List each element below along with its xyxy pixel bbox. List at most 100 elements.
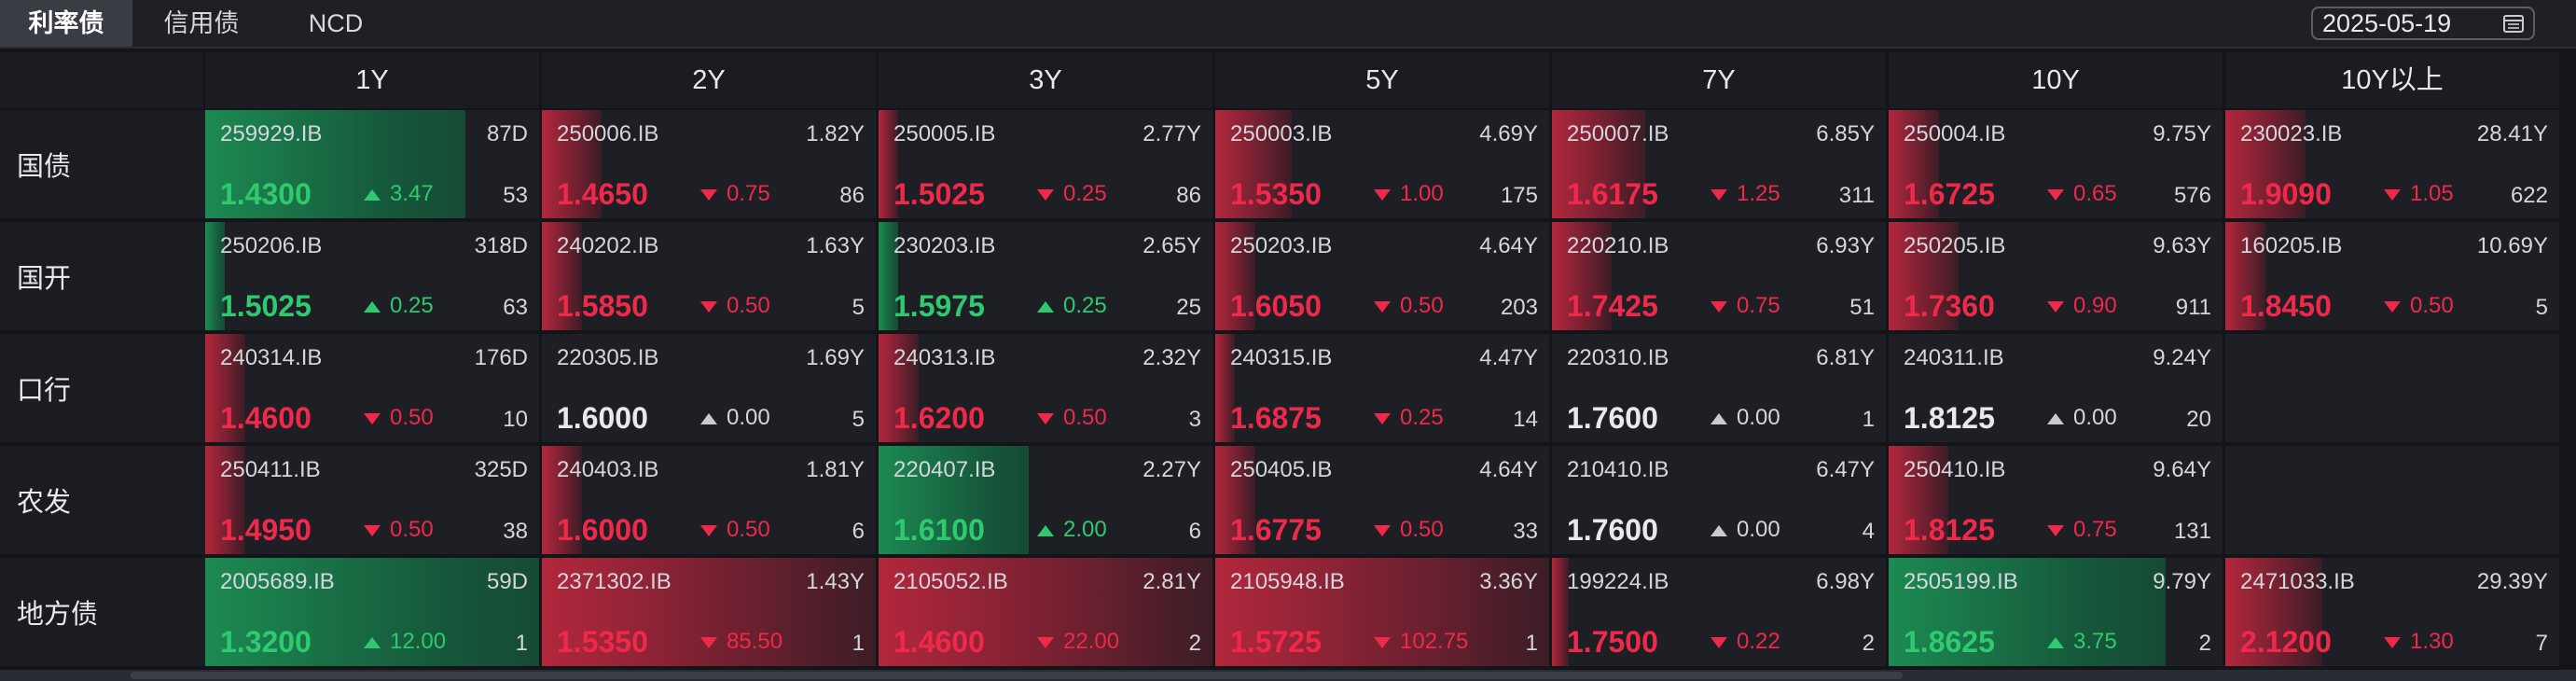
- bond-cell[interactable]: 250006.IB 1.82Y 1.4650 0.75 86: [542, 110, 876, 218]
- yield-change: 0.00: [1710, 517, 1813, 543]
- change-bp: 0.25: [1063, 181, 1107, 206]
- tab-rates-bonds[interactable]: 利率债: [0, 0, 132, 47]
- remaining-tenor: 6.47Y: [1816, 457, 1875, 482]
- remaining-tenor: 176D: [474, 345, 528, 370]
- bond-cell[interactable]: 240311.IB 9.24Y 1.8125 0.00 20: [1889, 334, 2223, 442]
- change-bp: 0.50: [2410, 293, 2454, 318]
- bond-cell[interactable]: 2371302.IB 1.43Y 1.5350 85.50 1: [542, 558, 876, 666]
- bond-cell[interactable]: 240403.IB 1.81Y 1.6000 0.50 6: [542, 446, 876, 554]
- yield-change: 0.00: [2047, 405, 2150, 431]
- bond-cell[interactable]: 220210.IB 6.93Y 1.7425 0.75 51: [1552, 222, 1886, 330]
- yield-change: 22.00: [1037, 629, 1140, 655]
- yield-change: 1.25: [1710, 181, 1813, 207]
- bond-cell[interactable]: 250005.IB 2.77Y 1.5025 0.25 86: [879, 110, 1212, 218]
- trade-count: 576: [2173, 183, 2211, 208]
- yield-change: 0.50: [1374, 517, 1476, 543]
- bond-cell[interactable]: 250205.IB 9.63Y 1.7360 0.90 911: [1889, 222, 2223, 330]
- change-heat-bar: [879, 222, 898, 330]
- row-header: 地方债: [0, 558, 205, 666]
- bond-cell[interactable]: 250410.IB 9.64Y 1.8125 0.75 131: [1889, 446, 2223, 554]
- trade-count: 1: [852, 631, 865, 656]
- yield-value: 1.6775: [1230, 513, 1322, 547]
- tab-ncd[interactable]: NCD: [308, 9, 364, 37]
- change-heat-bar: [542, 558, 876, 666]
- date-picker[interactable]: 2025-05-19: [2311, 7, 2535, 40]
- yield-value: 1.6000: [557, 401, 648, 435]
- yield-change: 1.00: [1374, 181, 1476, 207]
- change-bp: 0.65: [2073, 181, 2117, 206]
- change-heat-bar: [1889, 446, 1948, 554]
- bond-code: 230023.IB: [2240, 121, 2343, 146]
- bond-cell[interactable]: 250405.IB 4.64Y 1.6775 0.50 33: [1215, 446, 1549, 554]
- bond-cell[interactable]: 160205.IB 10.69Y 1.8450 0.50 5: [2225, 222, 2559, 330]
- bond-code: 220407.IB: [893, 457, 996, 482]
- bond-cell[interactable]: 250007.IB 6.85Y 1.6175 1.25 311: [1552, 110, 1886, 218]
- bond-cell[interactable]: 250203.IB 4.64Y 1.6050 0.50 203: [1215, 222, 1549, 330]
- bond-code: 210410.IB: [1567, 457, 1669, 482]
- arrow-down-icon: [1374, 300, 1391, 313]
- scrollbar-thumb[interactable]: [131, 672, 1903, 679]
- arrow-down-icon: [1037, 636, 1054, 648]
- trade-count: 51: [1849, 295, 1875, 320]
- bond-cell[interactable]: 240202.IB 1.63Y 1.5850 0.50 5: [542, 222, 876, 330]
- bond-code: 2105948.IB: [1230, 569, 1345, 594]
- bond-code: 250003.IB: [1230, 121, 1333, 146]
- remaining-tenor: 6.85Y: [1816, 121, 1875, 146]
- change-heat-bar: [1552, 110, 1645, 218]
- bond-cell[interactable]: 2105948.IB 3.36Y 1.5725 102.75 1: [1215, 558, 1549, 666]
- arrow-down-icon: [2384, 300, 2401, 313]
- bond-cell[interactable]: 250003.IB 4.69Y 1.5350 1.00 175: [1215, 110, 1549, 218]
- yield-change: 0.25: [1037, 293, 1140, 319]
- bond-cell[interactable]: 199224.IB 6.98Y 1.7500 0.22 2: [1552, 558, 1886, 666]
- bond-cell[interactable]: 220305.IB 1.69Y 1.6000 0.00 5: [542, 334, 876, 442]
- yield-change: 0.50: [700, 293, 803, 319]
- bond-cell[interactable]: 220407.IB 2.27Y 1.6100 2.00 6: [879, 446, 1212, 554]
- bond-cell[interactable]: 240314.IB 176D 1.4600 0.50 10: [205, 334, 539, 442]
- bond-cell[interactable]: 2105052.IB 2.81Y 1.4600 22.00 2: [879, 558, 1212, 666]
- yield-change: 0.50: [700, 517, 803, 543]
- arrow-down-icon: [1374, 412, 1391, 424]
- bond-cell[interactable]: 240313.IB 2.32Y 1.6200 0.50 3: [879, 334, 1212, 442]
- bond-cell[interactable]: 250411.IB 325D 1.4950 0.50 38: [205, 446, 539, 554]
- bond-cell[interactable]: 230023.IB 28.41Y 1.9090 1.05 622: [2225, 110, 2559, 218]
- remaining-tenor: 29.39Y: [2476, 569, 2548, 594]
- change-bp: 1.05: [2410, 181, 2454, 206]
- change-bp: 1.30: [2410, 629, 2454, 654]
- bond-cell[interactable]: 250206.IB 318D 1.5025 0.25 63: [205, 222, 539, 330]
- calendar-icon[interactable]: [2503, 14, 2524, 33]
- bond-cell[interactable]: 230203.IB 2.65Y 1.5975 0.25 25: [879, 222, 1212, 330]
- trade-count: 25: [1176, 295, 1201, 320]
- change-bp: 0.50: [1063, 405, 1107, 430]
- date-value: 2025-05-19: [2322, 9, 2452, 37]
- bond-code: 250004.IB: [1904, 121, 2006, 146]
- trade-count: 63: [503, 295, 528, 320]
- arrow-down-icon: [2384, 188, 2401, 201]
- change-bp: 0.00: [727, 405, 770, 430]
- arrow-up-icon: [364, 300, 381, 313]
- bond-cell[interactable]: 250004.IB 9.75Y 1.6725 0.65 576: [1889, 110, 2223, 218]
- bond-cell[interactable]: 2505199.IB 9.79Y 1.8625 3.75 2: [1889, 558, 2223, 666]
- tab-credit-bonds[interactable]: 信用债: [163, 9, 240, 37]
- change-heat-bar: [879, 334, 919, 442]
- bond-code: 220310.IB: [1567, 345, 1669, 370]
- change-bp: 0.50: [727, 293, 770, 318]
- bond-cell[interactable]: 240315.IB 4.47Y 1.6875 0.25 14: [1215, 334, 1549, 442]
- arrow-down-icon: [2047, 188, 2064, 201]
- bond-cell[interactable]: 2005689.IB 59D 1.3200 12.00 1: [205, 558, 539, 666]
- bond-cell[interactable]: 259929.IB 87D 1.4300 3.47 53: [205, 110, 539, 218]
- change-bp: 0.00: [2073, 405, 2117, 430]
- yield-change: 12.00: [364, 629, 466, 655]
- change-bp: 0.25: [390, 293, 434, 318]
- bond-code: 2105052.IB: [893, 569, 1008, 594]
- yield-change: 0.25: [1037, 181, 1140, 207]
- bond-cell[interactable]: 210410.IB 6.47Y 1.7600 0.00 4: [1552, 446, 1886, 554]
- arrow-down-icon: [1374, 188, 1391, 201]
- bond-cell[interactable]: 220310.IB 6.81Y 1.7600 0.00 1: [1552, 334, 1886, 442]
- remaining-tenor: 9.64Y: [2153, 457, 2211, 482]
- arrow-down-icon: [2047, 300, 2064, 313]
- trade-count: 1: [1525, 631, 1538, 656]
- change-bp: 12.00: [390, 629, 447, 654]
- yield-value: 1.5025: [220, 289, 312, 323]
- bond-cell[interactable]: 2471033.IB 29.39Y 2.1200 1.30 7: [2225, 558, 2559, 666]
- change-heat-bar: [1889, 222, 1959, 330]
